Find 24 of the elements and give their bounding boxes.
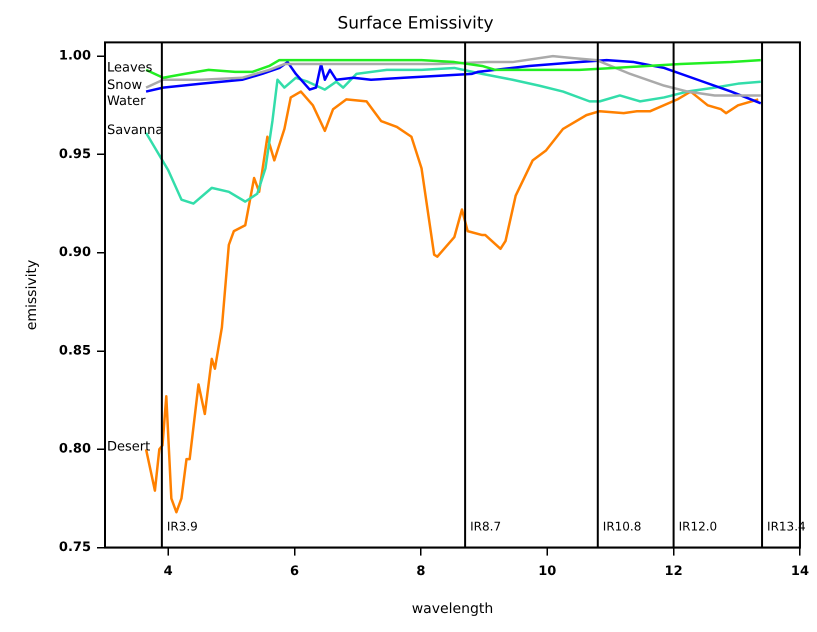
y-tick-label: 0.90 bbox=[58, 245, 91, 260]
y-tick-label: 1.00 bbox=[58, 48, 91, 64]
y-tick-label: 0.85 bbox=[58, 343, 91, 358]
x-tick-label: 14 bbox=[790, 564, 809, 579]
ref-line-label: IR10.8 bbox=[602, 520, 642, 534]
series-label: Savanna bbox=[107, 123, 164, 138]
series-label: Water bbox=[107, 94, 146, 109]
x-tick-label: 4 bbox=[164, 564, 173, 579]
y-axis-title: emissivity bbox=[24, 260, 40, 330]
series-label: Desert bbox=[107, 440, 150, 455]
x-axis-title: wavelength bbox=[412, 601, 494, 618]
x-tick-label: 6 bbox=[290, 564, 300, 579]
ref-line-label: IR8.7 bbox=[470, 520, 502, 534]
y-tick-label: 0.80 bbox=[58, 442, 91, 457]
series-label: Snow bbox=[107, 78, 142, 93]
x-tick-label: 8 bbox=[416, 564, 426, 579]
y-tick-label: 0.75 bbox=[58, 540, 91, 555]
ref-line-label: IR3.9 bbox=[166, 520, 198, 534]
x-tick-label: 12 bbox=[664, 564, 683, 579]
y-tick-label: 0.95 bbox=[58, 146, 91, 162]
ref-line-label: IR12.0 bbox=[678, 520, 718, 534]
series-label: Leaves bbox=[107, 60, 153, 76]
chart-title: Surface Emissivity bbox=[337, 14, 494, 34]
x-tick-label: 10 bbox=[538, 564, 556, 579]
